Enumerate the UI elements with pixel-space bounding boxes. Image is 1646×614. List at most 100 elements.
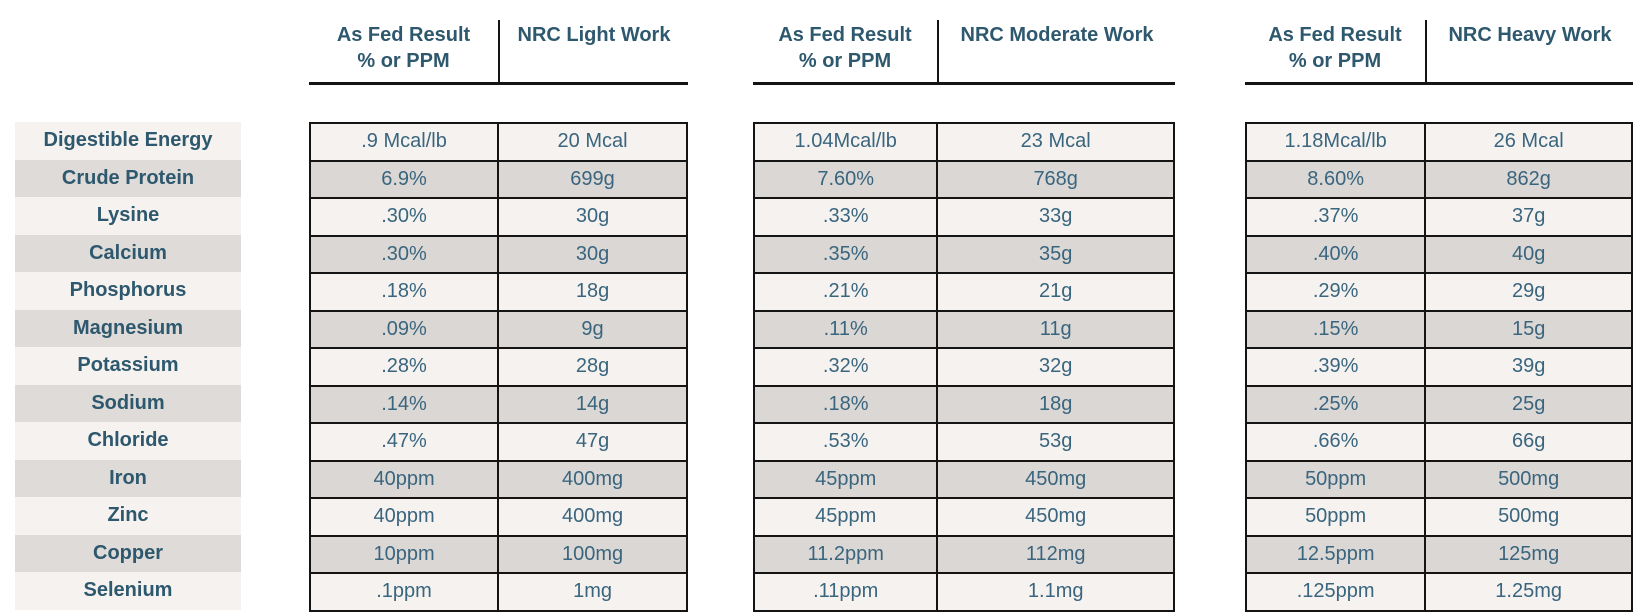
section-moderate-work: As Fed Result % or PPM NRC Moderate Work…: [752, 20, 1175, 614]
section-light-work: As Fed Result % or PPM NRC Light Work .9…: [308, 20, 688, 614]
nrc-value-cell: 400mg: [497, 497, 688, 537]
nrc-value-cell: 862g: [1424, 159, 1633, 199]
as-fed-value-cell: .25%: [1244, 384, 1427, 424]
as-fed-header-line2: % or PPM: [1288, 50, 1382, 72]
as-fed-value-cell: 1.18Mcal/lb: [1244, 122, 1427, 162]
nutrient-row-label: Digestible Energy: [15, 122, 241, 160]
nrc-light-work-header: NRC Light Work: [498, 20, 688, 82]
as-fed-value-cell: .35%: [752, 234, 939, 274]
table-row: .11ppm 1.1mg: [752, 572, 1175, 612]
nrc-value-cell: 18g: [936, 384, 1175, 424]
table-row: .1ppm 1mg: [308, 572, 688, 612]
as-fed-value-cell: .30%: [308, 234, 500, 274]
table-row: .30% 30g: [308, 197, 688, 237]
as-fed-value-cell: .28%: [308, 347, 500, 387]
nutrient-row-label: Calcium: [15, 234, 241, 272]
nrc-value-cell: 47g: [497, 422, 688, 462]
nrc-value-cell: 112mg: [936, 534, 1175, 574]
as-fed-value-cell: .39%: [1244, 347, 1427, 387]
as-fed-value-cell: 1.04Mcal/lb: [752, 122, 939, 162]
nrc-value-cell: 40g: [1424, 234, 1633, 274]
moderate-work-header-row: As Fed Result % or PPM NRC Moderate Work: [753, 20, 1175, 85]
light-work-header-row: As Fed Result % or PPM NRC Light Work: [309, 20, 688, 85]
nrc-value-cell: 1.25mg: [1424, 572, 1633, 612]
nrc-value-cell: 450mg: [936, 497, 1175, 537]
nrc-value-cell: 11g: [936, 309, 1175, 349]
as-fed-value-cell: .14%: [308, 384, 500, 424]
as-fed-value-cell: .18%: [308, 272, 500, 312]
as-fed-header-line1: As Fed Result: [336, 24, 471, 46]
table-row: .53% 53g: [752, 422, 1175, 462]
as-fed-value-cell: .40%: [1244, 234, 1427, 274]
nrc-value-cell: 1mg: [497, 572, 688, 612]
moderate-work-table: 1.04Mcal/lb 23 Mcal 7.60% 768g .33% 33g .35% 35…: [752, 122, 1175, 612]
nutrient-row-label: Selenium: [15, 572, 241, 610]
nrc-value-cell: 14g: [497, 384, 688, 424]
nrc-value-cell: 450mg: [936, 459, 1175, 499]
as-fed-header: As Fed Result % or PPM: [753, 20, 937, 82]
nutrient-row-label: Lysine: [15, 197, 241, 235]
nrc-value-cell: 125mg: [1424, 534, 1633, 574]
table-row: 11.2ppm 112mg: [752, 534, 1175, 574]
table-row: 8.60% 862g: [1244, 159, 1633, 199]
nrc-value-cell: 66g: [1424, 422, 1633, 462]
as-fed-header: As Fed Result % or PPM: [1245, 20, 1425, 82]
table-row: .40% 40g: [1244, 234, 1633, 274]
table-row: 12.5ppm 125mg: [1244, 534, 1633, 574]
as-fed-header: As Fed Result % or PPM: [309, 20, 498, 82]
nrc-value-cell: 39g: [1424, 347, 1633, 387]
nrc-value-cell: 29g: [1424, 272, 1633, 312]
nutrient-row-label: Copper: [15, 534, 241, 572]
nrc-heavy-work-header: NRC Heavy Work: [1425, 20, 1633, 82]
as-fed-value-cell: .21%: [752, 272, 939, 312]
nutrient-row-label: Iron: [15, 459, 241, 497]
as-fed-value-cell: 10ppm: [308, 534, 500, 574]
nrc-value-cell: 32g: [936, 347, 1175, 387]
table-row: .47% 47g: [308, 422, 688, 462]
nrc-value-cell: 21g: [936, 272, 1175, 312]
as-fed-value-cell: 50ppm: [1244, 497, 1427, 537]
nutrient-row-label: Magnesium: [15, 309, 241, 347]
as-fed-value-cell: 8.60%: [1244, 159, 1427, 199]
as-fed-value-cell: .37%: [1244, 197, 1427, 237]
nutrient-labels-column: Digestible Energy Crude Protein Lysine Calc…: [15, 122, 241, 610]
nutrient-row-label: Crude Protein: [15, 159, 241, 197]
nrc-value-cell: 30g: [497, 234, 688, 274]
as-fed-value-cell: .9 Mcal/lb: [308, 122, 500, 162]
as-fed-value-cell: .125ppm: [1244, 572, 1427, 612]
as-fed-value-cell: .53%: [752, 422, 939, 462]
nrc-value-cell: 699g: [497, 159, 688, 199]
table-row: 7.60% 768g: [752, 159, 1175, 199]
nrc-value-cell: 18g: [497, 272, 688, 312]
nrc-value-cell: 400mg: [497, 459, 688, 499]
as-fed-value-cell: .66%: [1244, 422, 1427, 462]
nrc-value-cell: 37g: [1424, 197, 1633, 237]
as-fed-value-cell: .33%: [752, 197, 939, 237]
nrc-value-cell: 33g: [936, 197, 1175, 237]
table-row: .9 Mcal/lb 20 Mcal: [308, 122, 688, 162]
table-row: .66% 66g: [1244, 422, 1633, 462]
table-row: 1.18Mcal/lb 26 Mcal: [1244, 122, 1633, 162]
nrc-value-cell: 23 Mcal: [936, 122, 1175, 162]
nrc-value-cell: 15g: [1424, 309, 1633, 349]
table-row: .35% 35g: [752, 234, 1175, 274]
table-row: .33% 33g: [752, 197, 1175, 237]
as-fed-value-cell: .11ppm: [752, 572, 939, 612]
nrc-value-cell: 25g: [1424, 384, 1633, 424]
table-row: 40ppm 400mg: [308, 497, 688, 537]
table-row: .15% 15g: [1244, 309, 1633, 349]
as-fed-header-line2: % or PPM: [798, 50, 892, 72]
nrc-value-cell: 100mg: [497, 534, 688, 574]
table-row: .28% 28g: [308, 347, 688, 387]
as-fed-value-cell: .32%: [752, 347, 939, 387]
as-fed-value-cell: .18%: [752, 384, 939, 424]
as-fed-value-cell: 45ppm: [752, 459, 939, 499]
nrc-value-cell: 500mg: [1424, 497, 1633, 537]
nrc-value-cell: 26 Mcal: [1424, 122, 1633, 162]
nrc-moderate-work-header: NRC Moderate Work: [937, 20, 1175, 82]
as-fed-value-cell: .09%: [308, 309, 500, 349]
as-fed-value-cell: 12.5ppm: [1244, 534, 1427, 574]
table-row: .11% 11g: [752, 309, 1175, 349]
table-row: 45ppm 450mg: [752, 459, 1175, 499]
